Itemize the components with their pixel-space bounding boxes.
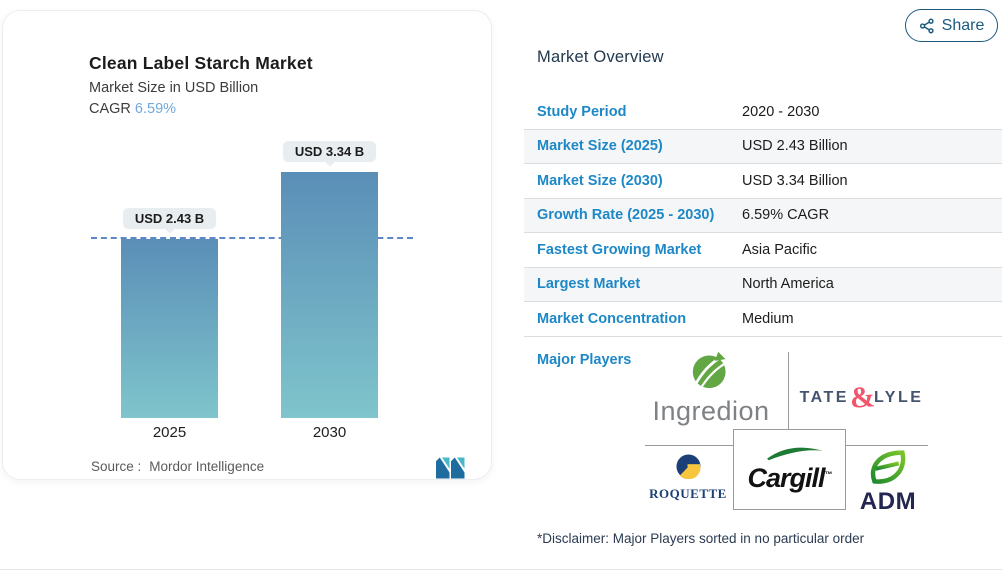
share-icon bbox=[919, 18, 935, 34]
cagr-label: CAGR bbox=[89, 101, 131, 117]
cargill-trademark: ™ bbox=[824, 469, 833, 479]
disclaimer-text: *Disclaimer: Major Players sorted in no … bbox=[537, 531, 865, 546]
bar-value-label: USD 3.34 B bbox=[294, 144, 365, 159]
adm-logo: ADM bbox=[849, 449, 927, 516]
cargill-logo: Cargill™ bbox=[733, 429, 846, 510]
cargill-leaf-icon bbox=[764, 446, 826, 467]
row-label: Growth Rate (2025 - 2030) bbox=[537, 207, 715, 224]
table-row: Market Size (2030) USD 3.34 Billion bbox=[524, 164, 1002, 199]
source-row: Source : Mordor Intelligence bbox=[91, 457, 465, 479]
chart-header: Clean Label Starch Market Market Size in… bbox=[89, 53, 313, 117]
x-axis-label-2030: 2030 bbox=[312, 424, 347, 441]
players-divider-horizontal-right bbox=[846, 445, 928, 446]
row-value: 6.59% CAGR bbox=[742, 207, 830, 224]
lyle-wordmark: LYLE bbox=[873, 389, 924, 406]
share-button[interactable]: Share bbox=[905, 9, 998, 42]
bar-group-2030: USD 3.34 B bbox=[281, 141, 378, 418]
row-label: Fastest Growing Market bbox=[537, 241, 702, 258]
bar bbox=[121, 239, 218, 418]
row-label: Market Concentration bbox=[537, 310, 687, 327]
row-label: Largest Market bbox=[537, 276, 641, 293]
bar-value-bubble: USD 2.43 B bbox=[122, 208, 217, 229]
source-prefix: Source : bbox=[91, 459, 142, 474]
row-value: USD 2.43 Billion bbox=[742, 138, 848, 155]
ingredion-leaf-icon bbox=[691, 350, 731, 395]
roquette-logo: ROQUETTE bbox=[644, 454, 732, 502]
major-players-label: Major Players bbox=[537, 352, 632, 368]
row-label: Market Size (2025) bbox=[537, 138, 663, 155]
tate-lyle-ampersand: & bbox=[848, 380, 877, 415]
table-row: Growth Rate (2025 - 2030) 6.59% CAGR bbox=[524, 198, 1002, 233]
cargill-wordmark: Cargill™ bbox=[747, 462, 833, 494]
bar bbox=[281, 172, 378, 418]
market-overview-panel: Market Overview Study Period 2020 - 2030… bbox=[524, 0, 1002, 578]
reference-dashed-line bbox=[91, 237, 413, 239]
players-divider-vertical bbox=[788, 352, 789, 429]
row-value: Asia Pacific bbox=[742, 241, 817, 258]
roquette-circle-icon bbox=[675, 454, 701, 484]
bar-group-2025: USD 2.43 B bbox=[121, 208, 218, 418]
row-value: 2020 - 2030 bbox=[742, 103, 820, 120]
bar-value-bubble: USD 3.34 B bbox=[282, 141, 377, 162]
adm-wordmark: ADM bbox=[859, 488, 917, 515]
overview-table: Study Period 2020 - 2030 Market Size (20… bbox=[524, 95, 1002, 337]
ingredion-logo: Ingredion bbox=[641, 350, 781, 427]
bar-chart: USD 2.43 B USD 3.34 B bbox=[3, 11, 491, 418]
table-row: Fastest Growing Market Asia Pacific bbox=[524, 233, 1002, 268]
tate-wordmark: TATE bbox=[799, 389, 849, 406]
row-value: USD 3.34 Billion bbox=[742, 172, 848, 189]
table-row: Largest Market North America bbox=[524, 267, 1002, 302]
adm-leaf-icon bbox=[868, 449, 908, 490]
row-value: Medium bbox=[742, 310, 794, 327]
cargill-text: Cargill bbox=[747, 462, 825, 493]
tate-lyle-logo: TATE & LYLE bbox=[794, 380, 929, 416]
table-row: Study Period 2020 - 2030 bbox=[524, 95, 1002, 130]
players-divider-horizontal-left bbox=[645, 445, 733, 446]
share-button-label: Share bbox=[941, 16, 985, 34]
row-label: Market Size (2030) bbox=[537, 172, 663, 189]
cagr-value: 6.59% bbox=[134, 101, 177, 117]
table-row: Market Concentration Medium bbox=[524, 302, 1002, 337]
ingredion-wordmark: Ingredion bbox=[652, 396, 770, 426]
roquette-wordmark: ROQUETTE bbox=[649, 486, 727, 501]
chart-card: USD 2.43 B USD 3.34 B 2025 2030 Clean La… bbox=[2, 10, 492, 480]
chart-subtitle: Market Size in USD Billion bbox=[89, 80, 259, 96]
bar-value-label: USD 2.43 B bbox=[134, 211, 205, 226]
row-value: North America bbox=[742, 276, 834, 293]
chart-title: Clean Label Starch Market bbox=[89, 53, 313, 73]
mordor-intelligence-logo-icon bbox=[436, 457, 466, 482]
page-bottom-divider bbox=[0, 569, 1002, 570]
x-axis-label-2025: 2025 bbox=[152, 424, 187, 441]
panel-title: Market Overview bbox=[537, 48, 664, 66]
source-name: Mordor Intelligence bbox=[149, 459, 265, 474]
row-label: Study Period bbox=[537, 103, 627, 120]
chart-cagr: CAGR 6.59% bbox=[89, 101, 313, 117]
table-row: Market Size (2025) USD 2.43 Billion bbox=[524, 129, 1002, 164]
